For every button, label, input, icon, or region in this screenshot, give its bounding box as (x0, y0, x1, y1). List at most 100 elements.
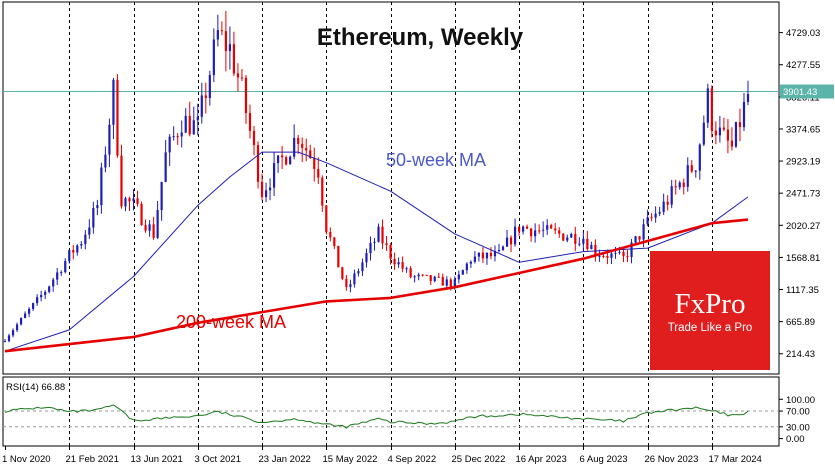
candle-body (405, 268, 408, 270)
candle-body (11, 330, 15, 336)
candle-body (353, 273, 356, 285)
candle-body (128, 198, 131, 202)
candle-body (481, 252, 485, 259)
candle-body (140, 203, 143, 226)
candle-body (570, 233, 573, 238)
candle-body (208, 75, 211, 99)
candle-body (530, 228, 533, 237)
x-tick-label: 3 Oct 2021 (195, 454, 241, 465)
candle-body (329, 231, 332, 238)
candle-body (409, 268, 412, 278)
rsi-line-group (4, 404, 749, 429)
candle-body (710, 88, 713, 131)
x-tick-label: 21 Feb 2021 (66, 454, 119, 465)
ma200-line (4, 218, 749, 353)
x-tick-label: 4 Sep 2022 (388, 454, 437, 465)
candle-body (305, 147, 308, 151)
candle-body (132, 198, 135, 202)
current-price-label: 3901.43 (783, 87, 817, 98)
candle-body (289, 156, 292, 165)
candle-body (433, 276, 436, 282)
candle-body (706, 88, 709, 123)
candle-body (485, 252, 489, 259)
x-tick-label: 26 Nov 2023 (645, 454, 699, 465)
candle-body (614, 252, 617, 254)
candle-body (48, 286, 51, 292)
candle-body (586, 238, 589, 250)
candle-body (268, 187, 272, 191)
candle-body (120, 155, 123, 207)
y-tick-label: 3374.65 (786, 124, 820, 135)
candle-body (682, 182, 685, 187)
candle-body (505, 237, 509, 247)
candle-body (694, 170, 697, 172)
candle-body (642, 224, 645, 240)
candle-body (650, 217, 653, 219)
candle-body (385, 243, 388, 245)
candle-body (554, 228, 557, 231)
candle-body (746, 94, 750, 102)
candle-body (662, 201, 665, 212)
y-tick-label: 2923.19 (786, 157, 820, 168)
candle-body (654, 213, 657, 218)
y-tick-label: 214.43 (786, 349, 815, 360)
candle-body (449, 279, 452, 287)
candle-body (666, 201, 669, 205)
candle-body (690, 165, 693, 172)
candle-body (256, 145, 260, 182)
chart-title: Ethereum, Weekly (317, 24, 524, 51)
candle-body (248, 113, 252, 131)
candle-body (365, 253, 368, 263)
candle-body (437, 276, 440, 278)
candle-body (373, 241, 376, 243)
candle-body (578, 243, 581, 245)
candle-body (264, 190, 268, 198)
fxpro-logo: FxPro Trade Like a Pro (650, 251, 770, 370)
candle-body (232, 44, 236, 74)
candle-body (497, 249, 501, 252)
candle-body (220, 30, 223, 32)
candle-body (702, 122, 705, 145)
fxpro-logo-tagline: Trade Like a Pro (668, 322, 753, 334)
candle-body (244, 77, 248, 114)
candle-body (445, 279, 448, 286)
candle-body (116, 79, 119, 156)
rsi-tick-label: 30.00 (786, 422, 810, 433)
candle-body (64, 261, 67, 273)
y-tick-label: 4277.55 (786, 60, 820, 71)
candle-body (534, 230, 537, 237)
candle-body (19, 318, 23, 325)
candle-body (417, 274, 420, 277)
candle-body (15, 324, 19, 331)
candle-body (634, 236, 637, 243)
candle-body (32, 303, 35, 309)
candle-body (277, 155, 280, 164)
candle-body (297, 137, 300, 144)
candle-body (104, 154, 107, 168)
candle-body (626, 256, 629, 258)
candle-body (562, 233, 565, 241)
candle-body (493, 251, 497, 257)
candle-body (176, 136, 179, 138)
candle-body (574, 233, 577, 244)
candle-body (124, 198, 127, 207)
candle-body (228, 44, 232, 52)
candle-body (489, 252, 493, 257)
candle-body (337, 245, 340, 268)
candle-body (678, 182, 681, 188)
candle-body (517, 226, 521, 232)
ma50-line (4, 151, 749, 352)
rsi-line (4, 404, 749, 429)
candle-body (550, 225, 553, 229)
candle-body (112, 79, 115, 125)
candle-body (730, 140, 734, 147)
candle-body (369, 242, 372, 254)
candle-body (526, 226, 529, 229)
candle-body (686, 165, 689, 187)
candle-body (421, 274, 424, 276)
y-tick-label: 4729.03 (786, 28, 820, 39)
candle-body (260, 181, 264, 198)
